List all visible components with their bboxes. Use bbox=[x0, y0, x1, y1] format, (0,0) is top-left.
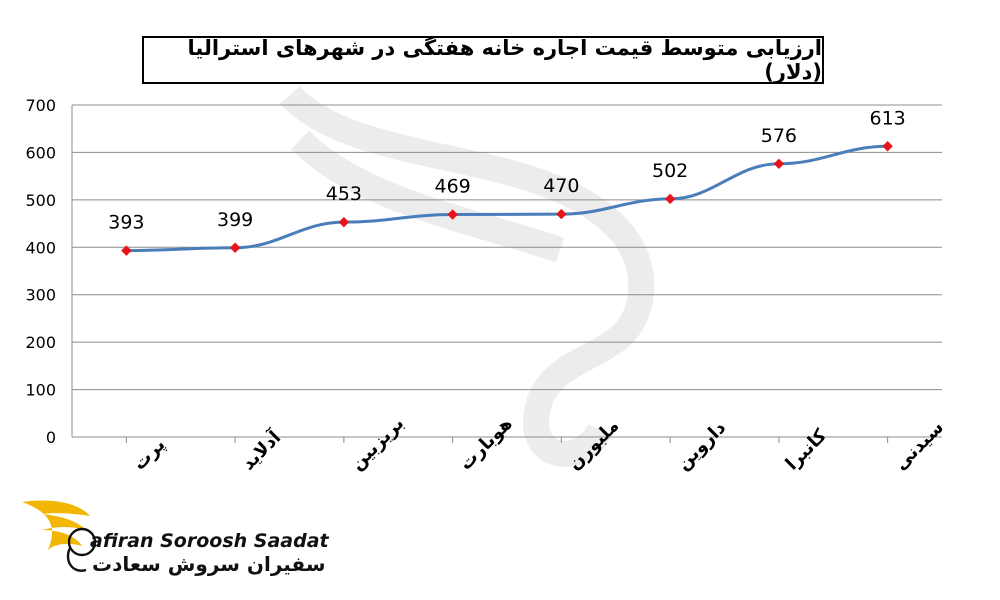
data-markers bbox=[121, 141, 893, 256]
data-point bbox=[664, 193, 676, 205]
data-point bbox=[882, 141, 893, 152]
data-label: 393 bbox=[108, 212, 144, 234]
x-tick-label: بریزبین bbox=[347, 413, 409, 475]
data-point bbox=[556, 208, 567, 220]
data-label: 470 bbox=[543, 175, 579, 197]
x-tick-label: آدلاید bbox=[236, 425, 285, 474]
y-tick-label: 400 bbox=[25, 238, 56, 257]
data-point bbox=[447, 209, 458, 220]
brand-persian: سفیران سروش سعادت bbox=[92, 552, 326, 576]
chart-title: ارزیابی متوسط قیمت اجاره خانه هفتگی در ش… bbox=[142, 36, 824, 84]
watermark-wing-icon bbox=[280, 85, 655, 467]
y-tick-label: 600 bbox=[25, 143, 56, 162]
y-tick-labels: 0 100 200 300 400 500 600 700 bbox=[25, 96, 56, 447]
x-tick-label: هوبارت bbox=[455, 413, 516, 474]
data-label: 469 bbox=[434, 176, 470, 198]
x-tick-label: پرت bbox=[129, 434, 169, 474]
x-tick-label: داروین bbox=[673, 417, 730, 474]
y-tick-label: 300 bbox=[25, 286, 56, 305]
series-line bbox=[126, 144, 888, 253]
data-label: 576 bbox=[761, 125, 797, 147]
y-tick-label: 100 bbox=[25, 381, 56, 400]
y-tick-label: 700 bbox=[25, 96, 56, 115]
x-tick-label: سیدنی bbox=[890, 417, 948, 475]
y-tick-label: 500 bbox=[25, 191, 56, 210]
axes bbox=[71, 105, 942, 443]
data-point bbox=[229, 242, 241, 253]
brand-latin: afiran Soroosh Saadat bbox=[90, 530, 329, 552]
data-point bbox=[773, 158, 785, 170]
x-tick-label: کانبرا bbox=[782, 425, 832, 475]
logo-wing-icon bbox=[22, 500, 97, 572]
y-tick-label: 0 bbox=[46, 428, 56, 447]
data-label: 613 bbox=[869, 107, 905, 129]
y-tick-label: 200 bbox=[25, 333, 56, 352]
data-labels: 393 399 453 469 470 502 576 613 bbox=[108, 107, 906, 233]
data-label: 399 bbox=[217, 209, 253, 231]
data-point bbox=[338, 216, 350, 228]
data-label: 453 bbox=[326, 183, 362, 205]
data-label: 502 bbox=[652, 160, 688, 182]
data-point bbox=[121, 245, 132, 256]
